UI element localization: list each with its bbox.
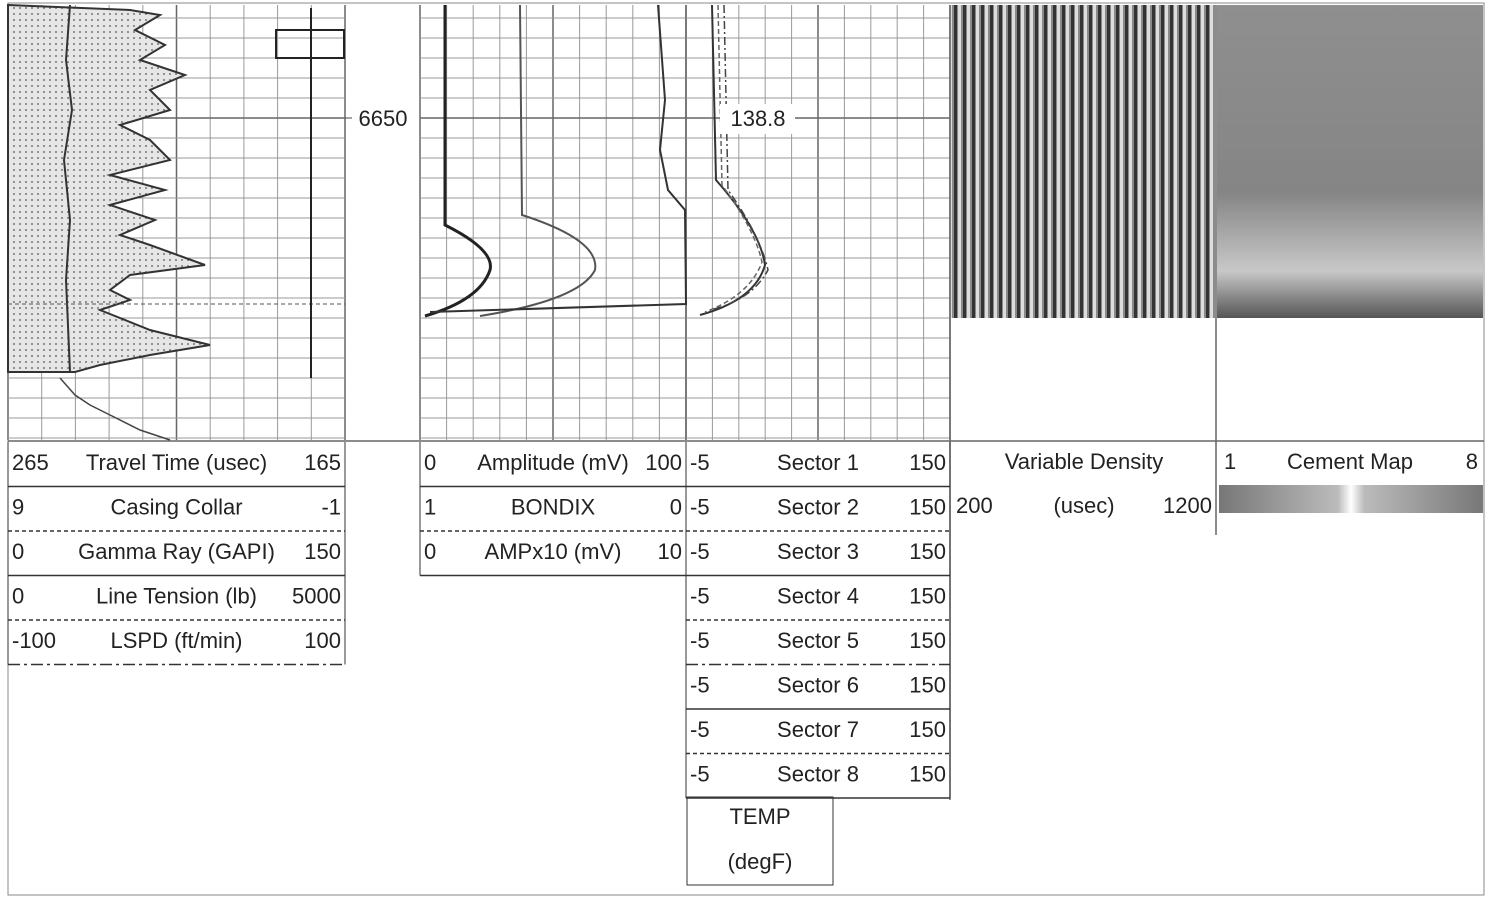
curve-left: 1 — [424, 495, 436, 520]
vdl-left: 200 — [956, 493, 993, 518]
curve-right: 150 — [909, 584, 946, 609]
curve-right: 150 — [909, 673, 946, 698]
bondix-curve — [479, 4, 597, 317]
curve-left: -5 — [690, 628, 710, 653]
line-tension-curve — [59, 377, 171, 441]
curve-right: 0 — [670, 495, 682, 520]
cement-map-colorbar — [1219, 485, 1483, 513]
curve-left: 0 — [424, 539, 436, 564]
curve-right: 5000 — [292, 584, 341, 609]
curve-right: 150 — [909, 495, 946, 520]
curve-name: Gamma Ray (GAPI) — [78, 539, 275, 564]
curve-right: 10 — [658, 539, 682, 564]
sector-curve — [699, 4, 767, 316]
temp-name: TEMP — [729, 804, 790, 829]
temp-unit: (degF) — [728, 849, 793, 874]
curve-left: 0 — [424, 450, 436, 475]
curve-left: -5 — [690, 539, 710, 564]
curve-left: 0 — [12, 584, 24, 609]
curve-name: Sector 7 — [777, 717, 859, 742]
curve-right: 150 — [909, 539, 946, 564]
curve-name: Casing Collar — [110, 495, 242, 520]
curve-left: -5 — [690, 762, 710, 787]
curve-name: Sector 6 — [777, 673, 859, 698]
curve-name: Sector 2 — [777, 495, 859, 520]
amplitude-curve — [424, 5, 492, 318]
depth-label: 6650 — [359, 106, 408, 131]
curve-name: Travel Time (usec) — [86, 450, 267, 475]
curve-name: Sector 3 — [777, 539, 859, 564]
curve-right: 150 — [909, 628, 946, 653]
curve-left: -5 — [690, 495, 710, 520]
vdl-name: Variable Density — [1005, 449, 1164, 474]
curve-left: -5 — [690, 584, 710, 609]
curve-name: Sector 5 — [777, 628, 859, 653]
curve-name: LSPD (ft/min) — [110, 628, 242, 653]
vdl-unit: (usec) — [1053, 493, 1114, 518]
vdl-right: 1200 — [1163, 493, 1212, 518]
curve-right: 150 — [304, 539, 341, 564]
curve-name: AMPx10 (mV) — [485, 539, 622, 564]
sector-curve — [709, 4, 769, 311]
cement-map-image — [1217, 5, 1483, 318]
headers: 265 Travel Time (usec) 165 9 Casing Collar -1… — [7, 442, 951, 886]
curve-left: 9 — [12, 495, 24, 520]
curve-left: -100 — [12, 628, 56, 653]
curve-right: 100 — [304, 628, 341, 653]
curve-left: 265 — [12, 450, 49, 475]
curve-name: Sector 8 — [777, 762, 859, 787]
curve-name: BONDIX — [511, 495, 596, 520]
curve-left: -5 — [690, 673, 710, 698]
sector-curve — [704, 4, 763, 313]
curve-name: Amplitude (mV) — [477, 450, 629, 475]
travel-time-curve — [62, 4, 74, 373]
curve-right: 150 — [909, 762, 946, 787]
cement-map-right: 8 — [1466, 449, 1478, 474]
curve-right: -1 — [321, 495, 341, 520]
curve-left: -5 — [690, 450, 710, 475]
annotation: 138.8 — [730, 106, 785, 131]
temp-box — [686, 796, 834, 886]
curve-left: 0 — [12, 539, 24, 564]
variable-density-image — [951, 5, 1215, 318]
ampx10-curve — [429, 4, 688, 313]
curve-right: 165 — [304, 450, 341, 475]
curve-name: Sector 4 — [777, 584, 859, 609]
curve-right: 150 — [909, 450, 946, 475]
curve-name: Sector 1 — [777, 450, 859, 475]
curve-name: Line Tension (lb) — [96, 584, 257, 609]
gamma-ray-curve — [7, 3, 211, 373]
cement-map-name: Cement Map — [1287, 449, 1413, 474]
cement-map-left: 1 — [1224, 449, 1236, 474]
annotation-bg — [720, 104, 795, 134]
curve-right: 100 — [645, 450, 682, 475]
curve-right: 150 — [909, 717, 946, 742]
collar-marks — [275, 29, 345, 59]
curve-left: -5 — [690, 717, 710, 742]
